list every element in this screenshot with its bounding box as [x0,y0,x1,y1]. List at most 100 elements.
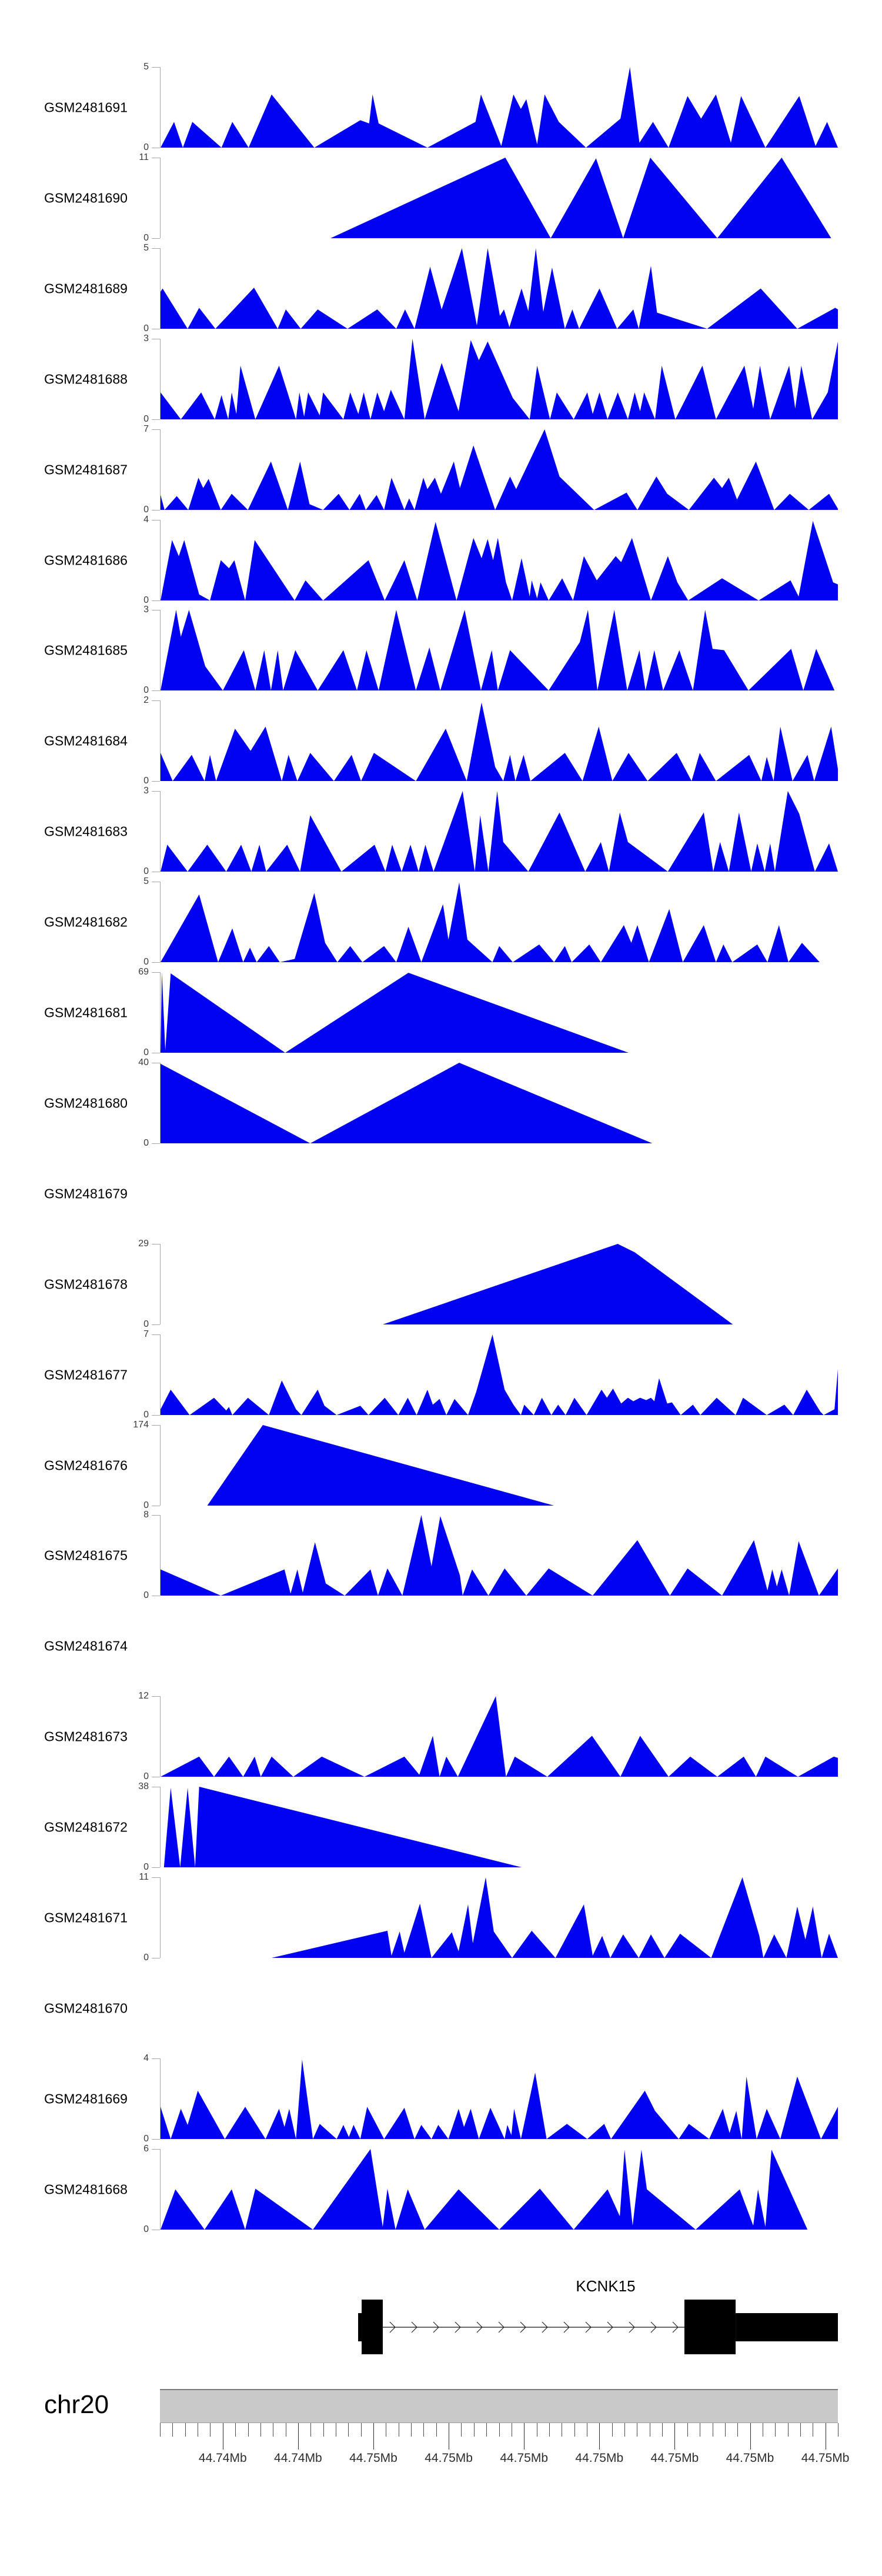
axis-minor-tick [348,2423,349,2437]
y-axis-zero-label: 0 [143,1319,149,1329]
gene-model [358,2300,838,2354]
y-axis-max-label: 12 [138,1691,149,1701]
y-axis-max-label: 174 [133,1420,149,1430]
track-label: GSM2481683 [44,823,128,839]
axis-major-tick [373,2423,374,2450]
y-axis-zero-tick [152,600,160,601]
track-label: GSM2481680 [44,1095,128,1110]
strand-arrow-icon [607,2321,613,2333]
axis-minor-tick [624,2423,625,2437]
y-axis-max-label: 3 [143,786,149,796]
y-axis-line [160,429,161,510]
strand-arrow-icon [411,2321,417,2333]
axis-minor-tick [724,2423,726,2437]
axis-tick-label: 44.74Mb [274,2451,322,2465]
strand-arrow-icon [563,2321,570,2333]
y-axis-top-tick [152,791,160,792]
y-axis-line [160,882,161,962]
track-area-plot [161,1696,838,1777]
y-axis-max-label: 11 [139,1872,149,1882]
track-area-plot [161,520,838,600]
axis-tick-label: 44.75Mb [349,2451,397,2465]
y-axis-max-label: 40 [138,1057,149,1067]
y-axis-zero-tick [152,1867,160,1868]
axis-major-tick [750,2423,751,2450]
track-area-plot [161,1334,838,1415]
y-axis-top-tick [152,972,160,973]
axis-minor-tick [775,2423,776,2437]
axis-minor-tick [323,2423,324,2437]
y-axis-zero-label: 0 [143,1862,149,1872]
y-axis-line [160,520,161,600]
track-area-plot [161,339,838,419]
strand-arrow-icon [585,2321,592,2333]
y-axis-max-label: 5 [143,876,149,886]
axis-minor-tick [360,2423,362,2437]
track-label: GSM2481668 [44,2181,128,2197]
track-label: GSM2481671 [44,1910,128,1925]
gene-utr [736,2313,838,2341]
y-axis-zero-tick [152,419,160,420]
axis-minor-tick [172,2423,173,2437]
axis-minor-tick [662,2423,663,2437]
y-axis-line [160,67,161,148]
axis-minor-tick [411,2423,412,2437]
y-axis-zero-label: 0 [143,957,149,967]
track-area-plot [161,2149,838,2230]
track-area-plot [161,2059,838,2139]
track-area-plot [161,1425,838,1506]
axis-minor-tick [185,2423,186,2437]
y-axis-zero-tick [152,962,160,963]
y-axis-zero-label: 0 [143,142,149,152]
y-axis-line [160,1425,161,1506]
track-label: GSM2481689 [44,281,128,296]
axis-minor-tick [310,2423,312,2437]
track-label: GSM2481675 [44,1547,128,1563]
axis-tick-label: 44.75Mb [500,2451,549,2465]
y-axis-zero-label: 0 [143,685,149,695]
y-axis-max-label: 69 [138,967,149,977]
track-label: GSM2481673 [44,1729,128,1744]
y-axis-line [160,1244,161,1324]
track-label: GSM2481690 [44,190,128,205]
axis-major-tick [674,2423,676,2450]
axis-tick-label: 44.75Mb [575,2451,624,2465]
y-axis-line [160,972,161,1053]
strand-arrow-icon [629,2321,635,2333]
y-axis-line [160,1877,161,1958]
y-axis-top-tick [152,248,160,249]
track-area-plot [161,1515,838,1596]
y-axis-zero-label: 0 [143,1771,149,1781]
axis-minor-tick [473,2423,475,2437]
track-area-plot [161,702,838,781]
track-label: GSM2481682 [44,914,128,929]
axis-tick-label: 44.74Mb [198,2451,247,2465]
strand-arrow-icon [542,2321,548,2333]
y-axis-max-label: 4 [143,2053,149,2063]
y-axis-zero-label: 0 [143,2224,149,2234]
y-axis-line [160,1063,161,1143]
track-area-plot [161,158,838,238]
track-area-plot [161,882,838,962]
y-axis-line [160,339,161,419]
y-axis-zero-label: 0 [143,2134,149,2144]
y-axis-line [160,1696,161,1777]
y-axis-zero-tick [152,1143,160,1144]
y-axis-top-tick [152,429,160,430]
track-area-plot [161,972,838,1053]
strand-arrow-icon [476,2321,483,2333]
track-label: GSM2481670 [44,2000,128,2016]
track-area-plot [161,1787,838,1867]
y-axis-top-tick [152,1334,160,1335]
strand-arrow-icon [520,2321,526,2333]
y-axis-zero-label: 0 [143,1410,149,1420]
y-axis-line [160,1334,161,1415]
y-axis-top-tick [152,1425,160,1426]
y-axis-max-label: 7 [143,1329,149,1339]
axis-minor-tick [687,2423,688,2437]
track-label: GSM2481688 [44,371,128,386]
track-label: GSM2481674 [44,1638,128,1653]
y-axis-line [160,1787,161,1867]
y-axis-zero-tick [152,781,160,782]
